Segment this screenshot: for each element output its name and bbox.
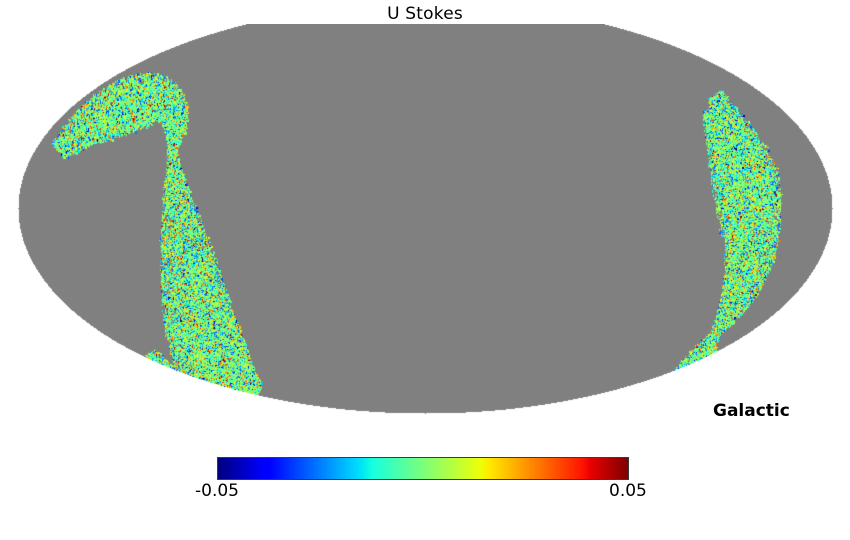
colorbar-min-tick-label: -0.05: [195, 481, 239, 501]
sky-map-plot: [0, 24, 850, 444]
page-title: U Stokes: [387, 4, 463, 24]
colorbar-gradient: [217, 457, 629, 480]
colorbar-max-tick-label: 0.05: [609, 481, 647, 501]
coordinate-system-label: Galactic: [713, 401, 790, 421]
colorbar: -0.05 0.05: [195, 457, 647, 503]
